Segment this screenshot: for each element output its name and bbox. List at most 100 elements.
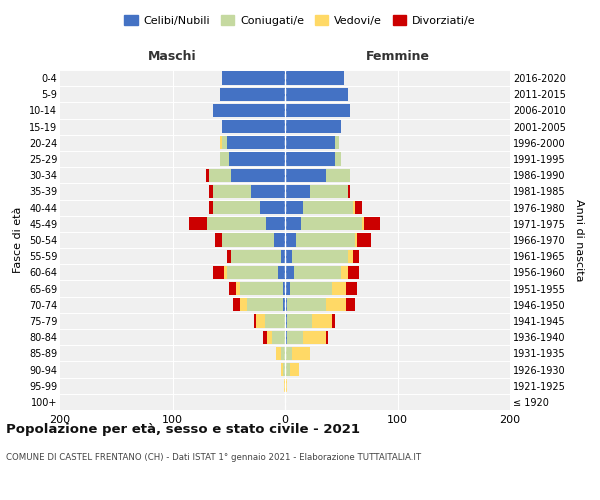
Bar xyxy=(229,152,285,166)
Bar xyxy=(254,314,256,328)
Bar xyxy=(227,136,285,149)
Bar xyxy=(364,217,380,230)
Bar xyxy=(325,298,346,312)
Bar xyxy=(222,234,274,246)
Bar xyxy=(224,266,227,279)
Bar xyxy=(190,217,208,230)
Bar xyxy=(361,217,364,230)
Bar xyxy=(222,120,285,134)
Bar xyxy=(222,72,285,85)
Bar xyxy=(296,234,355,246)
Bar xyxy=(209,201,213,214)
Bar xyxy=(267,330,271,344)
Bar xyxy=(285,136,335,149)
Bar xyxy=(233,298,240,312)
Bar xyxy=(265,314,285,328)
Bar xyxy=(285,396,286,408)
Bar xyxy=(256,314,265,328)
Bar xyxy=(231,250,281,263)
Bar xyxy=(229,282,235,295)
Bar xyxy=(303,330,325,344)
Bar xyxy=(290,363,299,376)
Bar xyxy=(285,201,303,214)
Bar xyxy=(285,346,292,360)
Text: Maschi: Maschi xyxy=(148,50,197,62)
Bar xyxy=(290,282,332,295)
Bar xyxy=(215,234,222,246)
Bar xyxy=(263,330,267,344)
Bar xyxy=(278,266,285,279)
Bar xyxy=(285,330,287,344)
Bar xyxy=(206,168,209,182)
Bar xyxy=(285,298,287,312)
Bar xyxy=(355,201,361,214)
Bar xyxy=(213,266,224,279)
Bar xyxy=(287,314,312,328)
Bar xyxy=(335,152,341,166)
Bar xyxy=(285,72,343,85)
Bar xyxy=(346,298,355,312)
Bar xyxy=(355,234,357,246)
Bar xyxy=(285,120,341,134)
Text: Popolazione per età, sesso e stato civile - 2021: Popolazione per età, sesso e stato civil… xyxy=(6,422,360,436)
Bar xyxy=(285,217,301,230)
Bar xyxy=(287,298,325,312)
Bar xyxy=(227,250,231,263)
Bar xyxy=(303,201,353,214)
Bar xyxy=(274,234,285,246)
Bar xyxy=(310,185,348,198)
Bar xyxy=(231,168,285,182)
Bar xyxy=(266,217,285,230)
Bar xyxy=(281,250,285,263)
Bar xyxy=(341,266,348,279)
Bar xyxy=(222,136,227,149)
Bar xyxy=(251,185,285,198)
Bar xyxy=(357,234,371,246)
Bar xyxy=(348,185,350,198)
Bar xyxy=(325,330,328,344)
Bar xyxy=(348,266,359,279)
Bar xyxy=(260,201,285,214)
Bar xyxy=(220,136,222,149)
Bar xyxy=(208,217,266,230)
Bar xyxy=(285,104,350,117)
Bar xyxy=(283,282,285,295)
Text: COMUNE DI CASTEL FRENTANO (CH) - Dati ISTAT 1° gennaio 2021 - Elaborazione TUTTA: COMUNE DI CASTEL FRENTANO (CH) - Dati IS… xyxy=(6,452,421,462)
Bar xyxy=(284,379,285,392)
Bar xyxy=(283,298,285,312)
Bar xyxy=(353,201,355,214)
Y-axis label: Fasce di età: Fasce di età xyxy=(13,207,23,273)
Bar xyxy=(301,217,361,230)
Bar xyxy=(285,250,292,263)
Bar xyxy=(285,185,310,198)
Bar xyxy=(209,168,231,182)
Bar xyxy=(281,346,285,360)
Bar xyxy=(332,314,335,328)
Bar xyxy=(240,298,247,312)
Bar xyxy=(213,185,251,198)
Bar xyxy=(353,250,359,263)
Bar xyxy=(220,88,285,101)
Bar xyxy=(332,282,346,295)
Bar xyxy=(227,266,278,279)
Bar xyxy=(235,282,240,295)
Bar xyxy=(292,250,348,263)
Bar xyxy=(285,152,335,166)
Bar xyxy=(283,363,285,376)
Bar xyxy=(287,330,303,344)
Bar xyxy=(276,346,281,360)
Bar xyxy=(285,379,287,392)
Bar xyxy=(209,185,213,198)
Bar xyxy=(348,250,353,263)
Y-axis label: Anni di nascita: Anni di nascita xyxy=(574,198,584,281)
Bar xyxy=(285,363,290,376)
Bar xyxy=(285,88,348,101)
Bar xyxy=(213,201,260,214)
Bar xyxy=(247,298,283,312)
Bar xyxy=(285,266,294,279)
Bar xyxy=(220,152,229,166)
Bar xyxy=(312,314,332,328)
Legend: Celibi/Nubili, Coniugati/e, Vedovi/e, Divorziati/e: Celibi/Nubili, Coniugati/e, Vedovi/e, Di… xyxy=(120,10,480,30)
Bar xyxy=(346,282,357,295)
Bar xyxy=(285,282,290,295)
